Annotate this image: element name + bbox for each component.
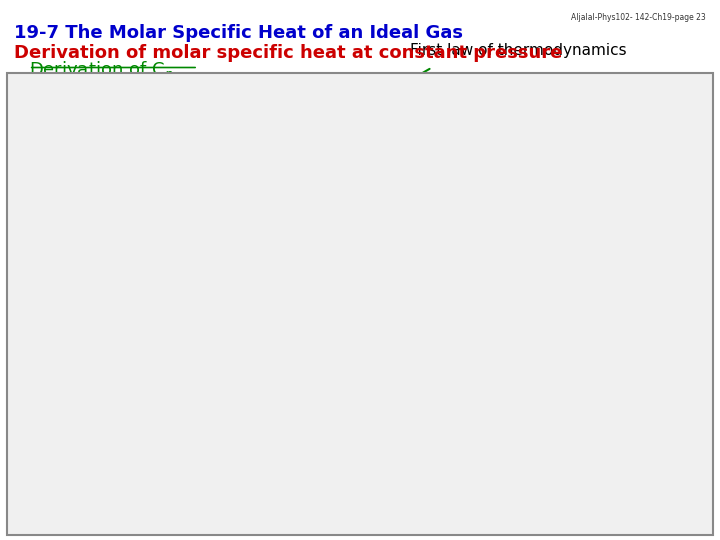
Text: $3$: $3$ bbox=[266, 292, 281, 312]
Text: $\Delta E_{int}=$: $\Delta E_{int}=$ bbox=[29, 143, 84, 163]
Text: First law of thermodynamics: First law of thermodynamics bbox=[410, 43, 626, 58]
Text: p$\Delta$V=nR$\Delta$T: p$\Delta$V=nR$\Delta$T bbox=[569, 157, 647, 173]
Text: pV=nRT: pV=nRT bbox=[569, 132, 625, 146]
Text: R= C$_P$: R= C$_P$ bbox=[299, 383, 363, 407]
Text: f: f bbox=[157, 350, 162, 365]
Text: Q= nC$_p\Delta$T: Q= nC$_p\Delta$T bbox=[446, 192, 518, 210]
Text: $2$: $2$ bbox=[266, 319, 281, 339]
Text: $5$: $5$ bbox=[266, 383, 281, 403]
Text: $2$: $2$ bbox=[266, 410, 281, 430]
Text: monatomic gas: monatomic gas bbox=[29, 100, 147, 115]
Text: Derivation of molar specific heat at constant pressure: Derivation of molar specific heat at con… bbox=[14, 44, 563, 62]
Text: $2$: $2$ bbox=[230, 251, 245, 271]
Text: W=p$\Delta$V: W=p$\Delta$V bbox=[569, 108, 624, 125]
Bar bbox=[216, 138, 418, 200]
Text: Pressure: Pressure bbox=[18, 277, 31, 339]
Text: nR$\Delta$T= nC$_P\Delta$T-nR$\Delta$T: nR$\Delta$T= nC$_P\Delta$T-nR$\Delta$T bbox=[266, 224, 487, 248]
Text: $2$: $2$ bbox=[91, 154, 103, 172]
Text: Derivation of C$_p$: Derivation of C$_p$ bbox=[29, 59, 174, 84]
Text: $\Delta E_{int}$ = Q-W: $\Delta E_{int}$ = Q-W bbox=[259, 143, 374, 164]
Text: Volume: Volume bbox=[92, 502, 138, 515]
Text: $3$: $3$ bbox=[91, 132, 103, 150]
Text: i: i bbox=[45, 350, 48, 365]
Text: R= C$_P$-R: R= C$_P$-R bbox=[299, 292, 385, 315]
Text: Aljalal-Phys102- 142-Ch19-page 23: Aljalal-Phys102- 142-Ch19-page 23 bbox=[571, 14, 706, 23]
Text: 19-7 The Molar Specific Heat of an Ideal Gas: 19-7 The Molar Specific Heat of an Ideal… bbox=[14, 24, 464, 42]
Text: nR$\Delta$T: nR$\Delta$T bbox=[119, 143, 164, 161]
Text: $3$: $3$ bbox=[230, 224, 245, 244]
